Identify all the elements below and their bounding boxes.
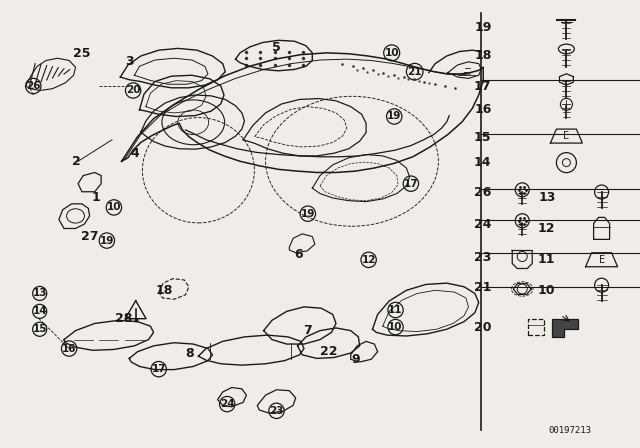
Text: E: E: [598, 255, 605, 265]
Text: 17: 17: [152, 364, 166, 374]
Text: 4: 4: [130, 146, 139, 160]
Text: 16: 16: [62, 344, 76, 353]
Text: 23: 23: [269, 406, 284, 416]
Text: 23: 23: [474, 251, 492, 264]
Text: 14: 14: [474, 156, 492, 169]
Text: 19: 19: [474, 21, 492, 34]
Text: 10: 10: [388, 322, 403, 332]
Text: 13: 13: [538, 190, 556, 204]
Text: 12: 12: [538, 222, 556, 235]
Text: 11: 11: [388, 305, 403, 315]
Text: 9: 9: [351, 353, 360, 366]
Text: 19: 19: [387, 112, 401, 121]
Text: 24: 24: [474, 218, 492, 232]
Text: 1: 1: [92, 190, 100, 204]
Text: 26: 26: [26, 81, 40, 91]
Text: 21: 21: [408, 67, 422, 77]
Text: 20: 20: [474, 320, 492, 334]
Text: 2: 2: [72, 155, 81, 168]
Text: 10: 10: [107, 202, 121, 212]
Polygon shape: [552, 319, 579, 337]
Text: 17: 17: [404, 179, 418, 189]
Text: 11: 11: [538, 253, 556, 267]
Text: 17: 17: [474, 79, 492, 93]
Text: 16: 16: [474, 103, 492, 116]
Text: 10: 10: [538, 284, 556, 297]
Text: 26: 26: [474, 186, 492, 199]
Text: 7: 7: [303, 324, 312, 337]
Text: 21: 21: [474, 281, 492, 294]
Text: 5: 5: [272, 40, 281, 54]
Text: 15: 15: [474, 130, 492, 144]
Text: 00197213: 00197213: [548, 426, 591, 435]
Text: 8: 8: [185, 346, 194, 360]
Text: 27: 27: [81, 229, 99, 243]
Text: 6: 6: [294, 248, 303, 261]
Text: 19: 19: [301, 209, 315, 219]
Text: 12: 12: [362, 255, 376, 265]
Text: 3: 3: [125, 55, 134, 69]
Text: 18: 18: [155, 284, 173, 297]
Text: 18: 18: [474, 49, 492, 62]
Text: E: E: [563, 131, 570, 141]
Text: 25: 25: [73, 47, 91, 60]
Text: 28: 28: [115, 311, 132, 325]
Text: 14: 14: [33, 306, 47, 316]
Text: 19: 19: [100, 236, 114, 246]
Text: 20: 20: [126, 86, 140, 95]
Text: 22: 22: [320, 345, 338, 358]
Text: 15: 15: [33, 324, 47, 334]
Text: 10: 10: [385, 48, 399, 58]
Text: 13: 13: [33, 289, 47, 298]
Text: 24: 24: [220, 399, 234, 409]
